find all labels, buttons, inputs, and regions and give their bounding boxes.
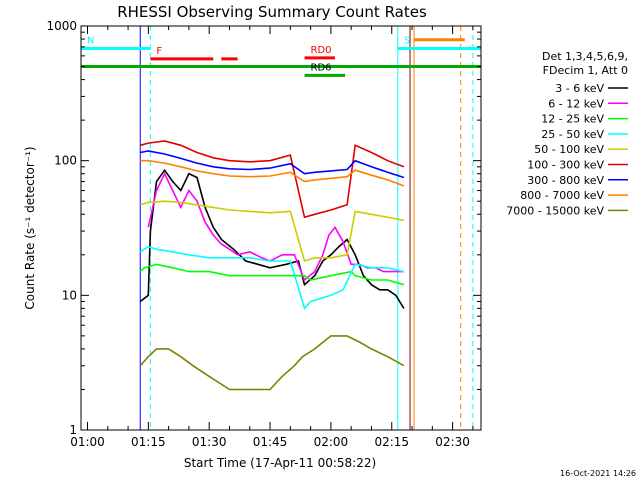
series-line-4: [139, 200, 405, 263]
legend-label-6: 300 - 800 keV: [527, 174, 604, 187]
y-tick-label-0: 1: [69, 423, 77, 437]
state-bar-label-5: RD0: [311, 45, 332, 56]
series-line-6: [140, 150, 405, 179]
state-bar-label-0: N: [87, 36, 94, 47]
x-tick-label-4: 02:00: [314, 435, 349, 449]
series-line-7: [140, 159, 405, 187]
timestamp: 16-Oct-2021 14:26: [560, 469, 636, 478]
legend: Det 1,3,4,5,6,9,FDecim 1, Att 0 3 - 6 keV…: [506, 50, 628, 217]
x-tick-label-6: 02:30: [435, 435, 470, 449]
legend-header-0: Det 1,3,4,5,6,9,: [542, 50, 628, 63]
series-line-1: [147, 171, 404, 282]
series-line-8: [139, 335, 405, 391]
y-tick-label-1: 10: [62, 288, 77, 302]
legend-header-1: FDecim 1, Att 0: [543, 64, 628, 77]
series-line-2: [139, 263, 405, 286]
chart-title: RHESSI Observing Summary Count Rates: [117, 3, 427, 21]
legend-label-8: 7000 - 15000 keV: [506, 204, 604, 217]
legend-label-3: 25 - 50 keV: [541, 128, 604, 141]
state-bar-label-6: S: [404, 36, 410, 47]
x-tick-label-1: 01:15: [131, 435, 166, 449]
x-tick-label-5: 02:15: [374, 435, 409, 449]
y-tick-label-2: 100: [54, 154, 77, 168]
x-tick-label-2: 01:30: [192, 435, 227, 449]
x-tick-label-3: 01:45: [253, 435, 288, 449]
y-axis-label: Count Rate (s⁻¹ detector⁻¹): [23, 146, 37, 309]
series-line-3: [139, 245, 405, 311]
state-bar-label-1: F: [156, 46, 162, 57]
series-line-5: [139, 140, 405, 219]
legend-label-1: 6 - 12 keV: [548, 97, 604, 110]
legend-label-5: 100 - 300 keV: [527, 159, 604, 172]
x-tick-label-0: 01:00: [70, 435, 105, 449]
y-tick-label-3: 1000: [46, 19, 77, 33]
legend-label-2: 12 - 25 keV: [541, 113, 604, 126]
plot-frame: [80, 25, 482, 431]
x-axis-label: Start Time (17-Apr-11 00:58:22): [184, 456, 376, 470]
series-line-0: [139, 168, 405, 309]
legend-label-7: 800 - 7000 keV: [520, 189, 604, 202]
state-bar-label-4: RD6: [311, 62, 332, 73]
legend-label-4: 50 - 100 keV: [534, 143, 604, 156]
legend-label-0: 3 - 6 keV: [555, 82, 604, 95]
